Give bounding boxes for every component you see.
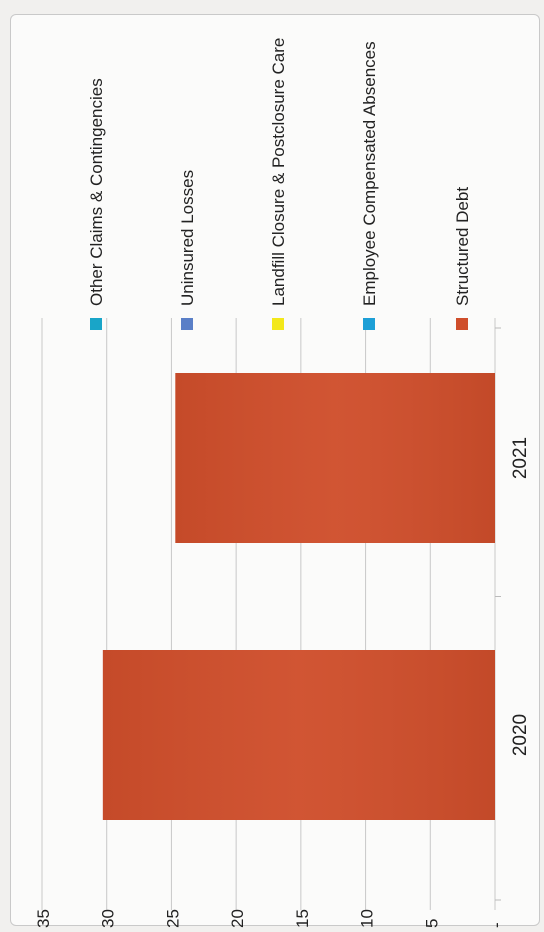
legend-swatch-structured-debt	[456, 318, 468, 330]
legend-label: Employee Compensated Absences	[360, 41, 379, 306]
category-axis-labels: 2020 2021	[510, 437, 531, 756]
tick-label: 20	[228, 909, 247, 928]
tick-label: 35	[34, 909, 53, 928]
legend-label: Landfill Closure & Postclosure Care	[269, 38, 288, 306]
category-label-2020: 2020	[510, 714, 531, 756]
tick-label: 10	[358, 909, 377, 928]
tick-label: 5	[422, 919, 441, 928]
bar-shade	[102, 650, 496, 820]
tick-label: -	[487, 922, 506, 928]
bars	[102, 373, 496, 820]
legend-swatch-uninsured-losses	[181, 318, 193, 330]
legend-swatch-other-claims-contingencies	[90, 318, 102, 330]
legend-label: Structured Debt	[453, 187, 472, 306]
tick-label: 15	[293, 909, 312, 928]
value-axis-ticks: - 5 10 15 20 25 30 35	[34, 909, 506, 928]
tick-label: 30	[99, 909, 118, 928]
legend-label: Other Claims & Contingencies	[87, 78, 106, 306]
legend: Structured Debt Employee Compensated Abse…	[87, 38, 472, 330]
legend-swatch-employee-compensated-absences	[363, 318, 375, 330]
category-label-2021: 2021	[510, 437, 531, 479]
legend-swatch-landfill-closure-postclosure-care	[272, 318, 284, 330]
bar-shade	[175, 373, 495, 543]
legend-label: Uninsured Losses	[178, 170, 197, 306]
tick-label: 25	[163, 909, 182, 928]
